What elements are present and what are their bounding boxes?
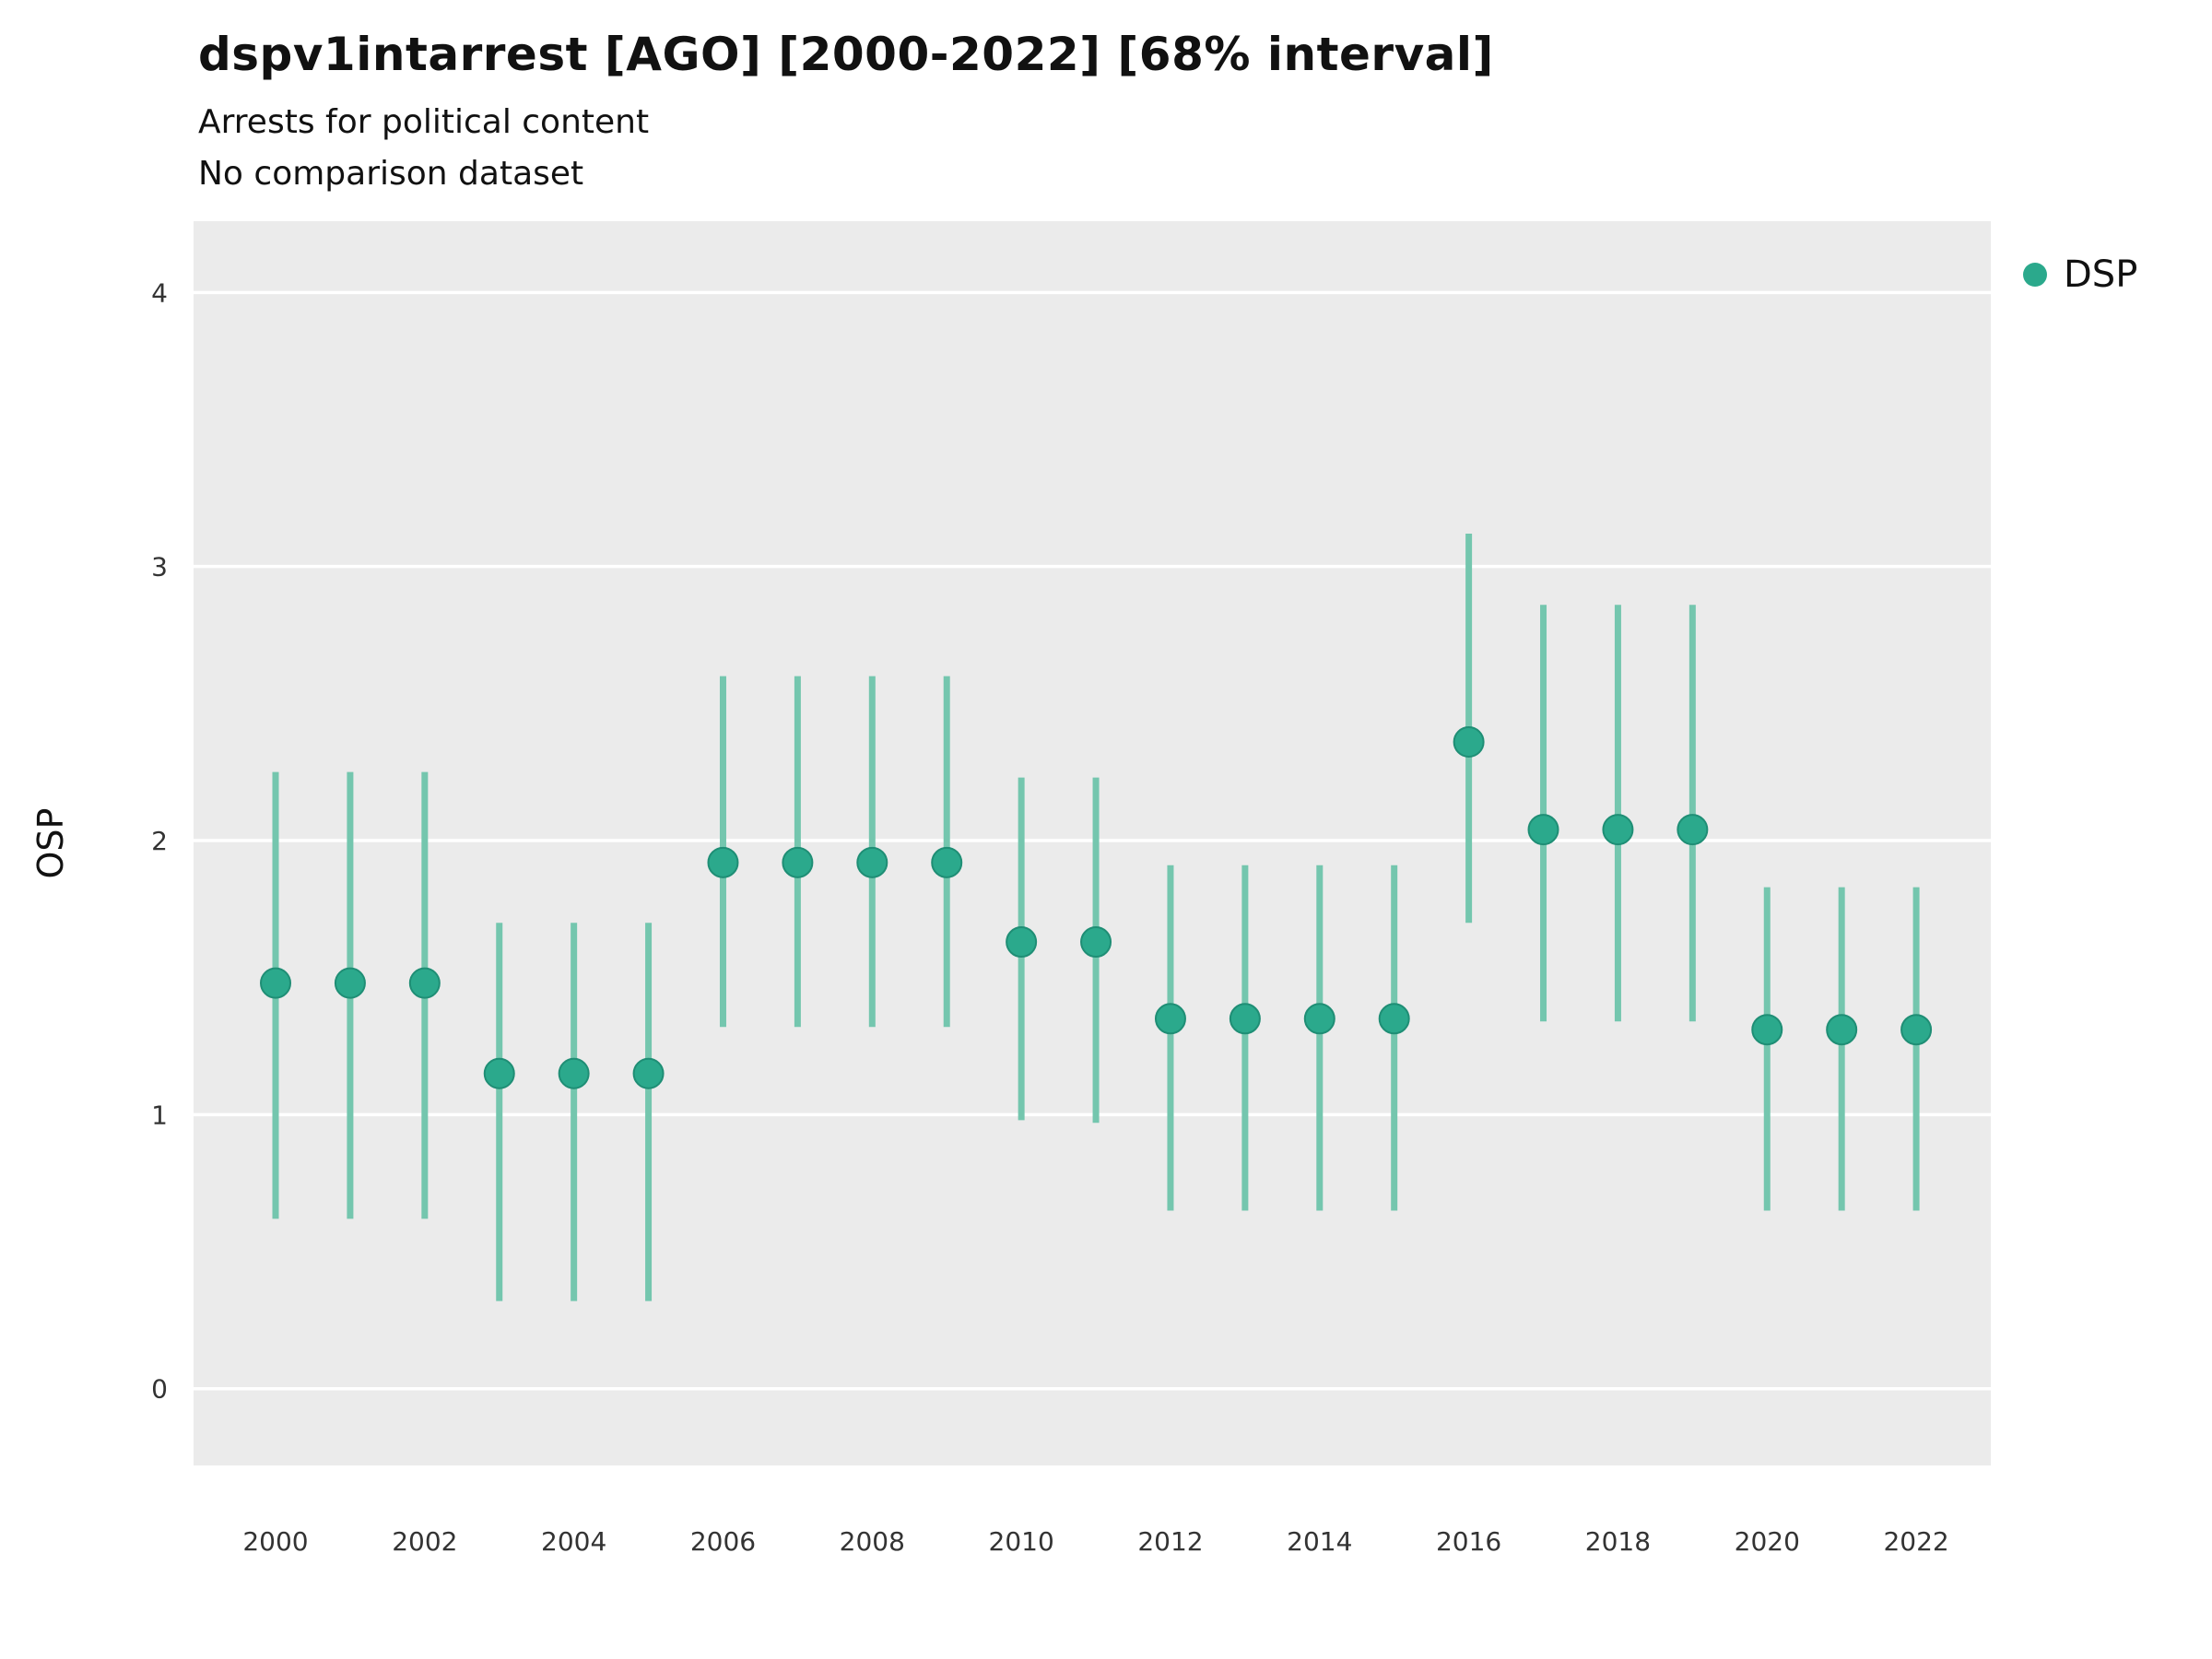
x-tick-label: 2000 [242, 1526, 308, 1557]
point-2021 [1826, 1014, 1858, 1046]
x-tick-label: 2020 [1735, 1526, 1800, 1557]
x-tick-label: 2006 [690, 1526, 756, 1557]
x-tick-label: 2010 [989, 1526, 1054, 1557]
y-tick-label: 2 [151, 826, 168, 856]
y-tick-label: 1 [151, 1100, 168, 1130]
legend: DSP [2023, 253, 2137, 296]
legend-dsp-dot [2023, 263, 2047, 287]
point-2010 [1006, 926, 1038, 959]
chart-title: dspv1intarrest [AGO] [2000-2022] [68% in… [198, 28, 1494, 81]
point-2017 [1527, 814, 1559, 846]
chart-subtitle: Arrests for political content [198, 103, 650, 141]
y-tick-label: 4 [151, 277, 168, 308]
x-tick-label: 2016 [1436, 1526, 1501, 1557]
legend-dsp-label: DSP [2064, 253, 2138, 296]
y-tick-label: 3 [151, 552, 168, 582]
point-2020 [1751, 1014, 1783, 1046]
x-tick-label: 2014 [1287, 1526, 1352, 1557]
point-2011 [1080, 926, 1112, 959]
x-tick-label: 2008 [840, 1526, 905, 1557]
point-2006 [707, 846, 739, 878]
point-2019 [1677, 814, 1709, 846]
point-2007 [782, 846, 814, 878]
point-2005 [632, 1057, 665, 1089]
point-2003 [483, 1057, 515, 1089]
y-tick-label: 0 [151, 1374, 168, 1405]
point-2000 [260, 967, 292, 999]
point-2015 [1378, 1003, 1410, 1035]
point-2008 [856, 846, 888, 878]
point-2022 [1900, 1014, 1933, 1046]
point-2013 [1229, 1003, 1261, 1035]
x-tick-label: 2022 [1883, 1526, 1948, 1557]
point-2001 [334, 967, 366, 999]
panel-background [194, 221, 1991, 1465]
x-tick-label: 2018 [1585, 1526, 1651, 1557]
x-tick-label: 2012 [1137, 1526, 1203, 1557]
point-2014 [1303, 1003, 1335, 1035]
point-2002 [408, 967, 441, 999]
point-2018 [1602, 814, 1634, 846]
point-2016 [1453, 725, 1485, 758]
point-2012 [1154, 1003, 1186, 1035]
x-tick-label: 2002 [392, 1526, 457, 1557]
x-tick-label: 2004 [541, 1526, 606, 1557]
point-2004 [558, 1057, 590, 1089]
point-2009 [931, 846, 963, 878]
chart-subtitle-comparison: No comparison dataset [198, 155, 584, 193]
